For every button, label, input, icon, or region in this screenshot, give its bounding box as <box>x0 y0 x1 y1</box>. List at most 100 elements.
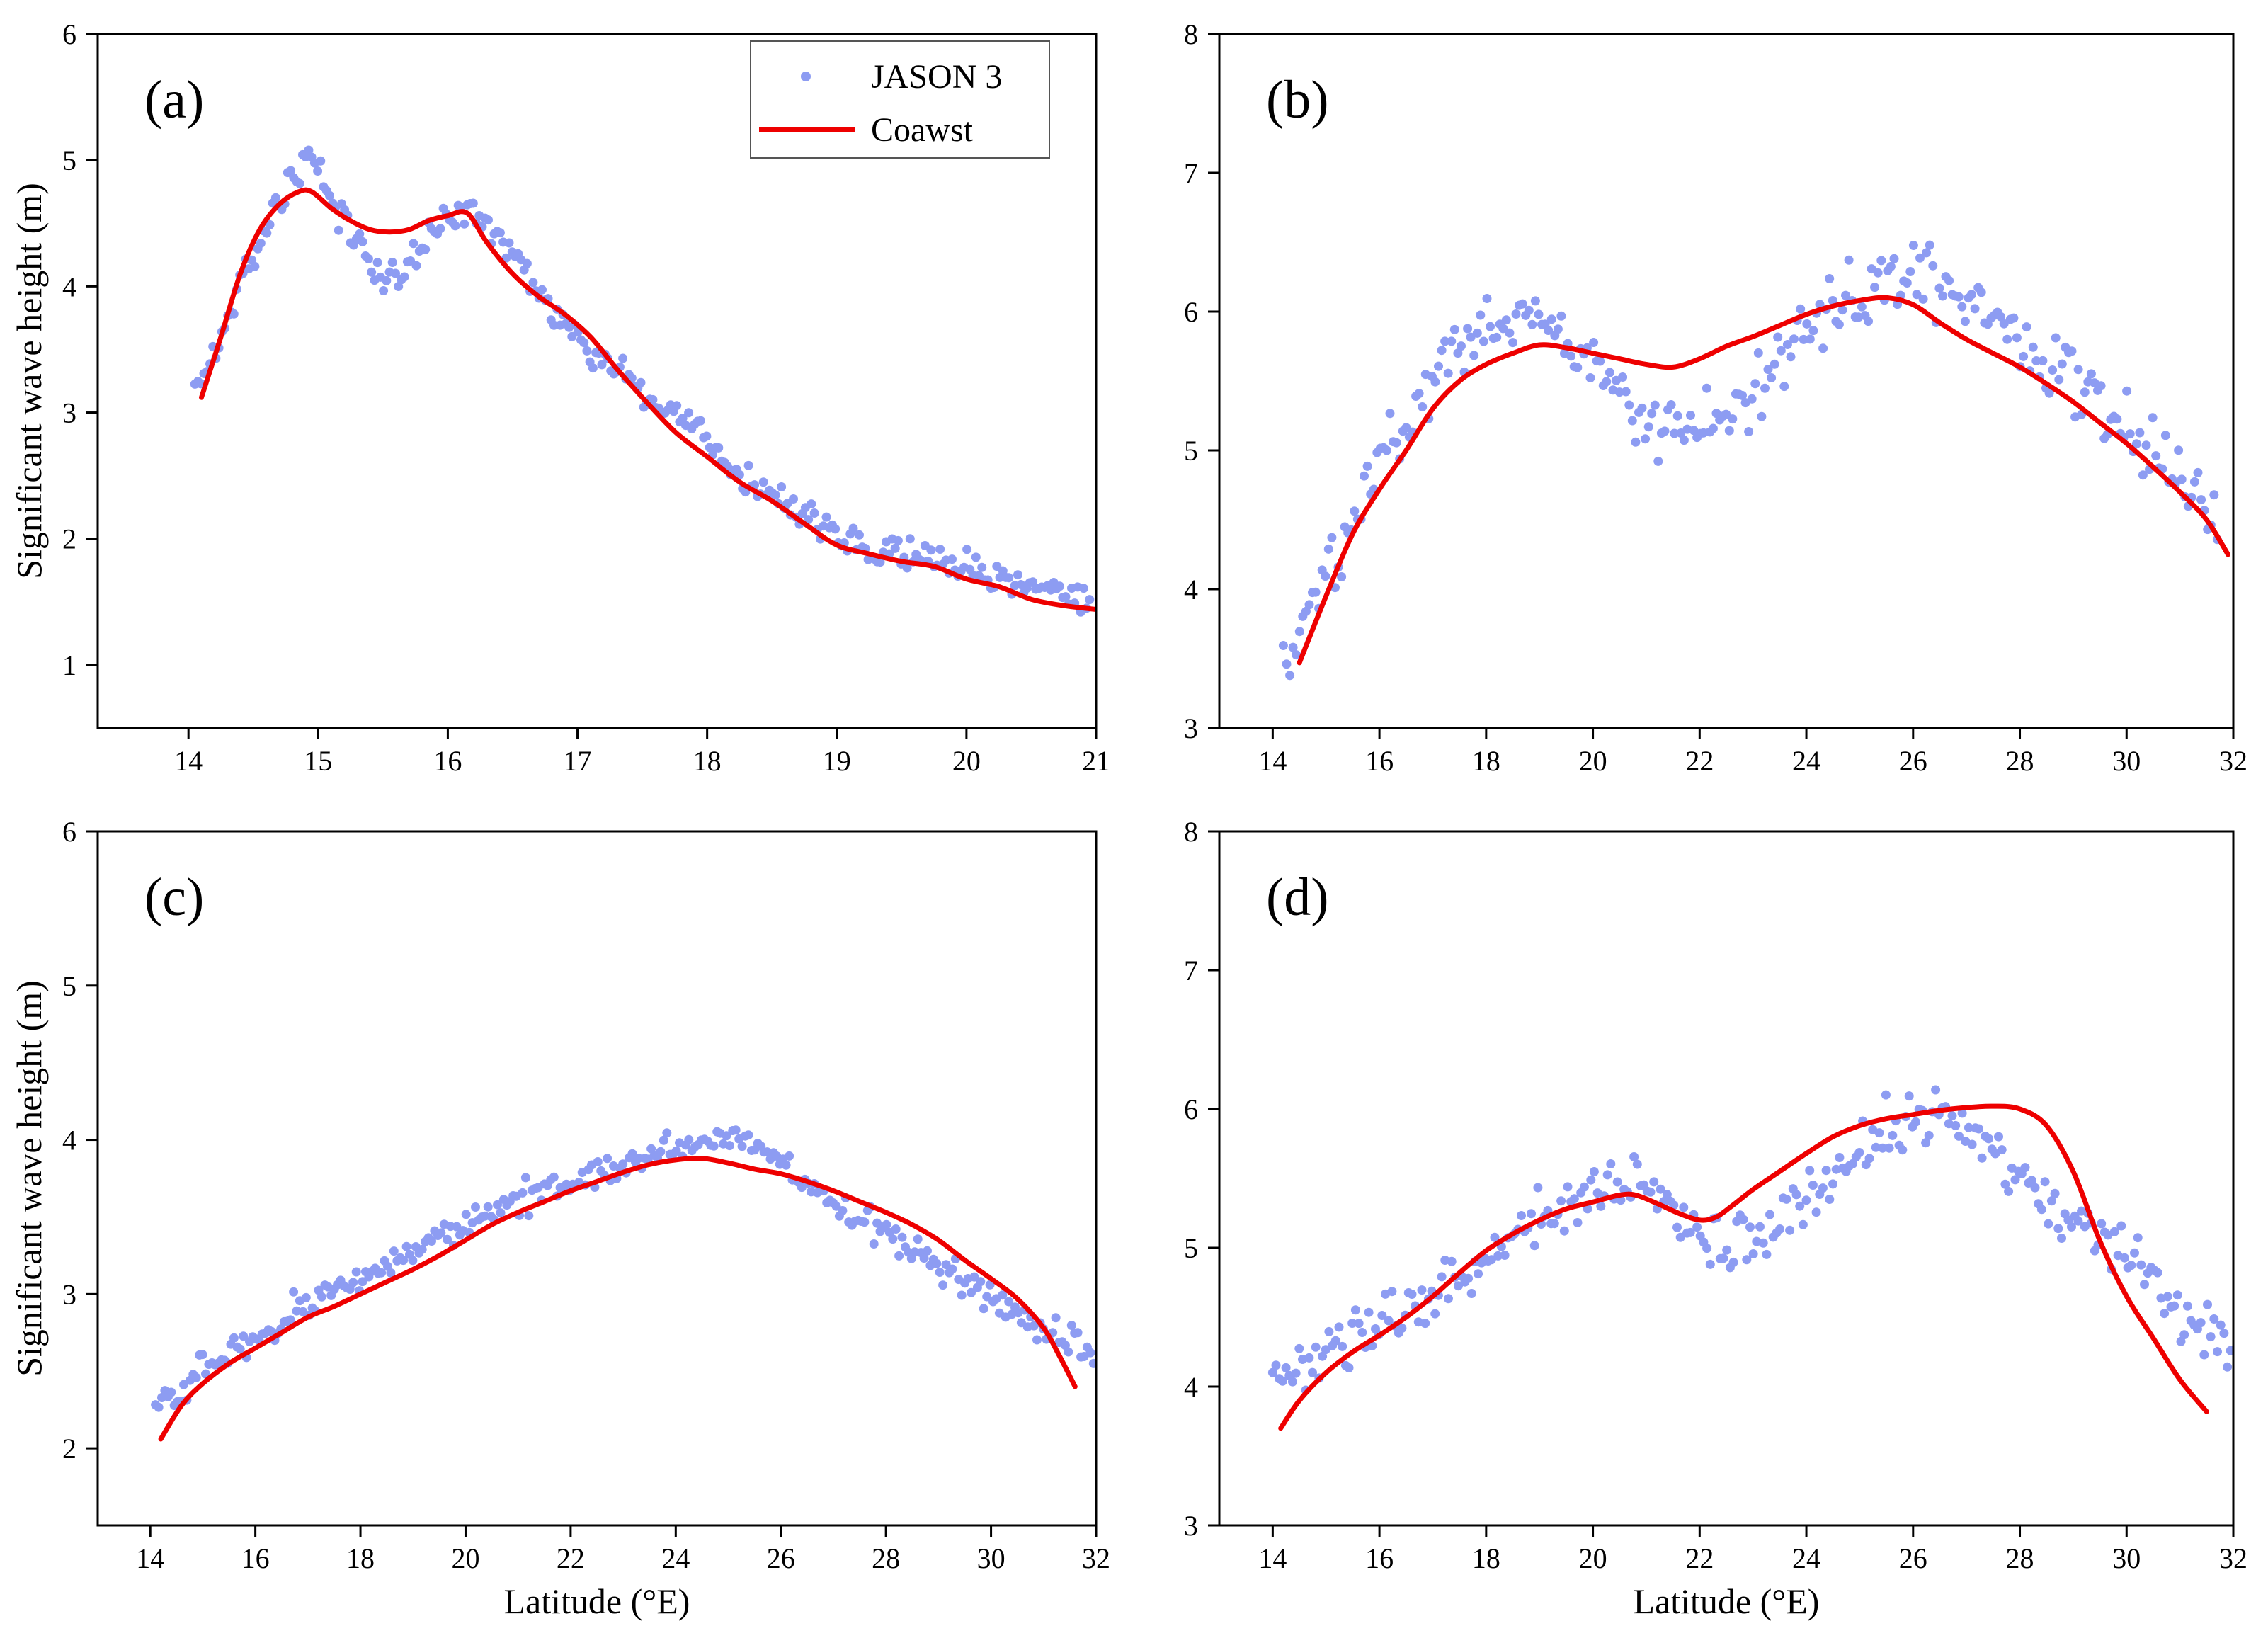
jason3-point <box>1876 256 1886 266</box>
jason3-point <box>411 261 421 271</box>
jason3-point <box>1595 356 1605 366</box>
jason3-point <box>869 1239 879 1249</box>
jason3-point <box>198 1350 207 1360</box>
jason3-point <box>1888 1130 1898 1140</box>
x-tick-label: 22 <box>1685 1542 1714 1574</box>
jason3-point <box>1377 1311 1387 1320</box>
jason3-point <box>1997 1145 2007 1155</box>
jason3-point <box>923 1246 932 1256</box>
jason3-point <box>2182 1301 2192 1311</box>
x-tick-label: 14 <box>136 1542 164 1574</box>
jason3-point <box>1753 348 1763 358</box>
jason3-point <box>770 490 780 500</box>
jason3-point <box>2067 346 2077 356</box>
y-tick-label: 6 <box>1184 1093 1198 1125</box>
jason3-point <box>1728 1257 1738 1267</box>
jason3-point <box>1472 328 1482 338</box>
x-tick-label: 18 <box>346 1542 375 1574</box>
jason3-point <box>998 1290 1008 1300</box>
jason3-point <box>1323 544 1333 554</box>
jason3-point <box>702 431 712 441</box>
jason3-point <box>696 416 705 426</box>
jason3-point <box>894 1251 904 1261</box>
jason3-point <box>1530 296 1540 306</box>
legend-marker-jason3 <box>801 72 811 81</box>
jason3-point <box>1476 310 1486 320</box>
jason3-point <box>1744 427 1754 436</box>
jason3-point <box>2223 1362 2233 1372</box>
jason3-point <box>1440 336 1450 346</box>
x-tick-label: 26 <box>1899 745 1927 777</box>
jason3-point <box>1417 1285 1427 1295</box>
jason3-point <box>1631 437 1641 447</box>
jason3-point <box>1437 1272 1447 1282</box>
jason3-point <box>1765 1210 1774 1219</box>
jason3-point <box>351 1267 361 1277</box>
jason3-point <box>1444 1294 1453 1304</box>
jason3-point <box>1505 328 1515 338</box>
jason3-point <box>2206 1332 2216 1342</box>
jason3-point <box>229 309 239 319</box>
x-tick-label: 18 <box>1472 1542 1500 1574</box>
jason3-point <box>1308 1367 1317 1377</box>
jason3-point <box>648 394 658 404</box>
jason3-point <box>1486 322 1495 331</box>
jason3-point <box>1904 1091 1914 1101</box>
jason3-point <box>1825 1195 1835 1204</box>
jason3-point <box>1420 1319 1430 1329</box>
jason3-point <box>2073 1216 2083 1226</box>
jason3-point <box>301 1292 311 1302</box>
jason3-point <box>785 1151 794 1161</box>
jason3-point <box>1474 1269 1483 1279</box>
jason3-point <box>1457 341 1466 351</box>
jason3-point <box>722 1131 731 1141</box>
jason3-point <box>1738 1215 1748 1224</box>
jason3-point <box>2097 1219 2107 1229</box>
jason3-point <box>807 499 816 509</box>
jason3-point <box>1589 1167 1599 1176</box>
scatter-series-jason3 <box>190 145 1095 617</box>
jason3-point <box>325 190 334 200</box>
jason3-point <box>262 228 272 238</box>
jason3-point <box>2148 413 2158 423</box>
jason3-point <box>1881 1090 1891 1100</box>
jason3-point <box>1579 1182 1589 1192</box>
jason3-point <box>2010 1175 2020 1185</box>
jason3-point <box>1728 414 1738 424</box>
jason3-point <box>2067 1222 2076 1232</box>
jason3-point <box>1999 319 2009 329</box>
jason3-point <box>1078 584 1088 593</box>
jason3-point <box>2096 381 2106 391</box>
jason3-point <box>1434 361 1443 371</box>
jason3-point <box>317 1292 326 1302</box>
jason3-point <box>484 215 493 225</box>
x-tick-label: 24 <box>1792 1542 1820 1574</box>
jason3-point <box>2172 1290 2182 1300</box>
jason3-point <box>1996 312 2006 322</box>
jason3-point <box>1327 533 1337 542</box>
jason3-point <box>1686 411 1695 420</box>
jason3-point <box>1294 1343 1304 1353</box>
jason3-point <box>2048 365 2058 375</box>
jason3-point <box>1954 292 1964 302</box>
jason3-point <box>377 1268 387 1278</box>
jason3-point <box>1874 1128 1884 1138</box>
jason3-point <box>2057 1234 2066 1243</box>
coawst-line <box>1278 1103 2209 1431</box>
plot-frame <box>1218 830 2235 1527</box>
jason3-point <box>1911 1117 1920 1127</box>
jason3-point <box>1602 1170 1612 1180</box>
y-tick-label: 3 <box>1184 1510 1198 1542</box>
jason3-point <box>154 1402 164 1412</box>
x-tick-label: 14 <box>1258 745 1287 777</box>
jason3-point <box>518 1188 528 1198</box>
jason3-point <box>1960 317 1970 326</box>
jason3-point <box>1437 346 1447 356</box>
jason3-point <box>1886 261 1896 271</box>
jason3-point <box>1656 1184 1665 1194</box>
jason3-point <box>537 285 547 295</box>
jason3-point <box>1407 1290 1417 1299</box>
jason3-point <box>848 523 858 533</box>
jason3-point <box>1770 359 1779 369</box>
